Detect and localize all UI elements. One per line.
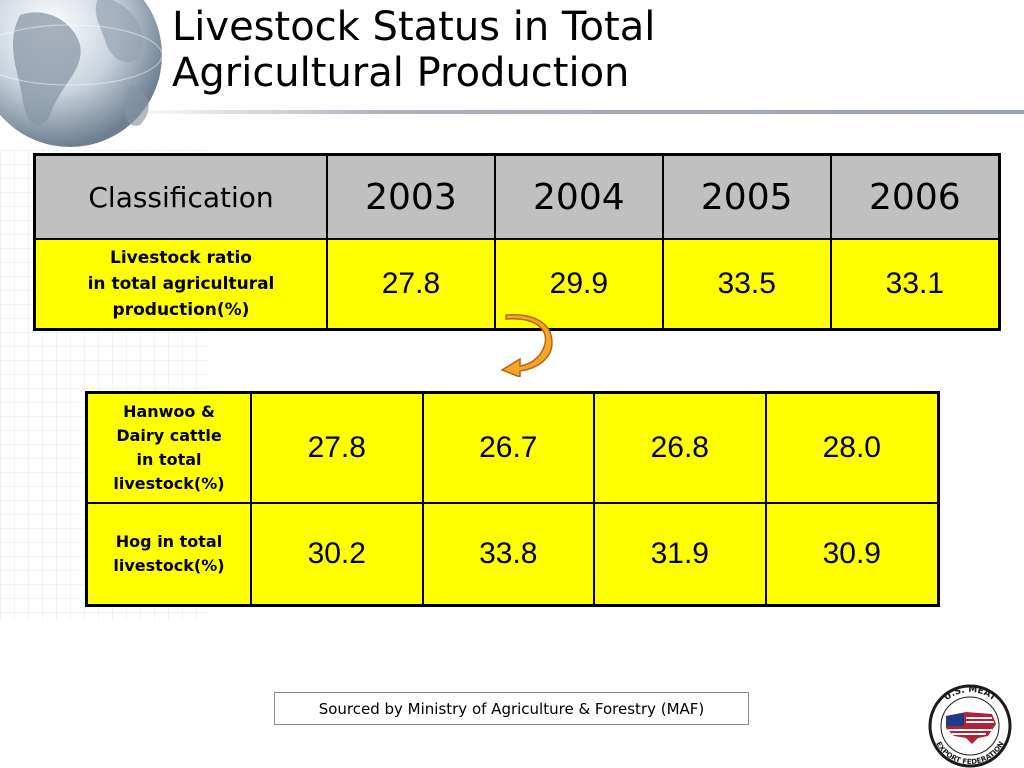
row-label-hog: Hog in total livestock(%) bbox=[85, 502, 252, 607]
value-cell: 30.9 bbox=[764, 502, 940, 607]
year-header-2004: 2004 bbox=[493, 153, 664, 240]
usmef-logo-icon: U.S. MEAT EXPORT FEDERATION bbox=[928, 684, 1012, 768]
title-line-1: Livestock Status in Total bbox=[172, 4, 656, 50]
value-cell: 33.1 bbox=[829, 238, 1001, 331]
globe-icon bbox=[0, 0, 163, 147]
table-row: Livestock ratio in total agricultural pr… bbox=[33, 238, 1001, 331]
value-cell: 33.5 bbox=[661, 238, 832, 331]
row-label-livestock-ratio: Livestock ratio in total agricultural pr… bbox=[33, 238, 328, 331]
year-header-2003: 2003 bbox=[326, 153, 496, 240]
value-cell: 30.2 bbox=[250, 502, 424, 607]
value-cell: 27.8 bbox=[326, 238, 496, 331]
row-label-hanwoo-dairy: Hanwoo & Dairy cattle in total livestock… bbox=[85, 391, 252, 504]
label-line: livestock(%) bbox=[113, 474, 225, 493]
label-line: Dairy cattle bbox=[116, 426, 222, 445]
value-cell: 26.7 bbox=[421, 391, 596, 504]
year-header-row: Classification 2003 2004 2005 2006 bbox=[33, 153, 1001, 240]
value-cell: 26.8 bbox=[593, 391, 767, 504]
label-line: in total agricultural bbox=[87, 274, 275, 294]
page-title: Livestock Status in Total Agricultural P… bbox=[172, 4, 655, 96]
label-line: in total bbox=[136, 450, 202, 469]
source-note: Sourced by Ministry of Agriculture & For… bbox=[274, 692, 749, 725]
title-line-2: Agricultural Production bbox=[172, 50, 630, 96]
table-row: Hanwoo & Dairy cattle in total livestock… bbox=[85, 391, 940, 504]
classification-header: Classification bbox=[33, 153, 328, 240]
label-line: Hog in total bbox=[115, 532, 223, 551]
curved-arrow-icon bbox=[500, 314, 553, 377]
label-line: livestock(%) bbox=[113, 556, 225, 575]
livestock-ratio-table: Classification 2003 2004 2005 2006 Lives… bbox=[33, 153, 1001, 331]
title-underline bbox=[120, 110, 1024, 114]
livestock-breakdown-table: Hanwoo & Dairy cattle in total livestock… bbox=[85, 391, 940, 607]
value-cell: 28.0 bbox=[764, 391, 940, 504]
label-line: production(%) bbox=[112, 300, 250, 320]
year-header-2006: 2006 bbox=[829, 153, 1001, 240]
label-line: Livestock ratio bbox=[110, 248, 252, 268]
value-cell: 31.9 bbox=[593, 502, 767, 607]
year-header-2005: 2005 bbox=[661, 153, 832, 240]
value-cell: 33.8 bbox=[421, 502, 596, 607]
table-row: Hog in total livestock(%) 30.2 33.8 31.9… bbox=[85, 502, 940, 607]
value-cell: 27.8 bbox=[250, 391, 424, 504]
label-line: Hanwoo & bbox=[123, 402, 215, 421]
